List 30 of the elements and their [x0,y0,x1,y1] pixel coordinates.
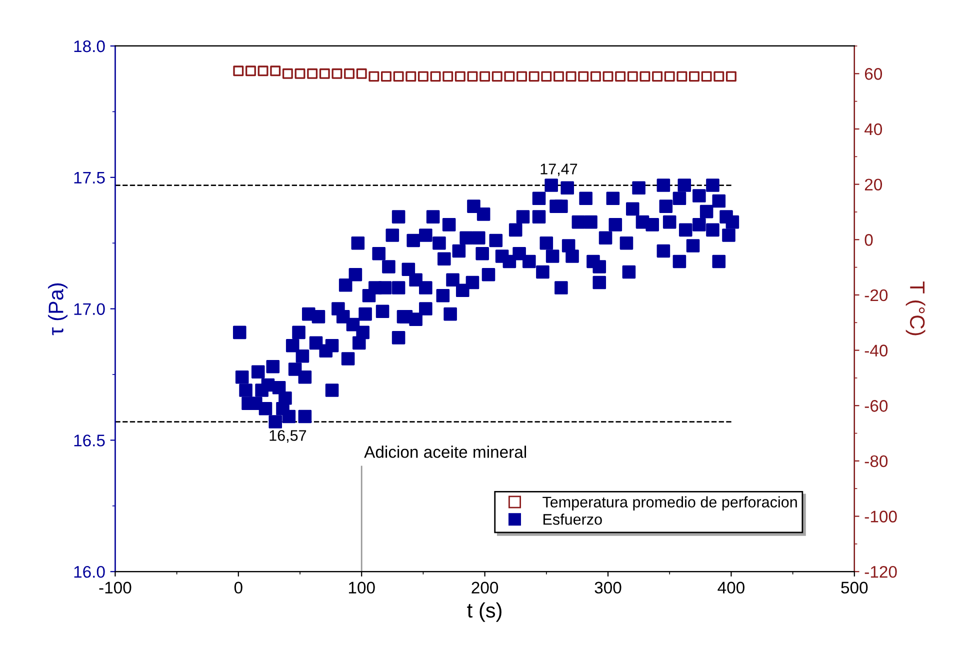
y2-tick-label: 0 [864,234,873,246]
y2-tick-label: 60 [864,68,882,80]
y2-tick-label: -100 [864,510,897,522]
x-tick-label: -100 [99,582,132,594]
ref-line-label: 16,57 [270,430,306,443]
y-tick-label: 16.0 [74,566,105,578]
y2-tick-label: -80 [864,455,888,468]
y2-axis-title: T (°C) [906,282,926,336]
y-tick-label: 17.0 [74,303,105,315]
y-tick-label: 16.5 [74,434,105,446]
y-axis-title: τ (Pa) [48,283,68,336]
x-axis-title: t (s) [467,602,502,622]
y-tick-label: 18.0 [74,40,105,52]
y2-tick-label: 40 [864,123,882,136]
y2-tick-label: -120 [864,566,897,578]
ref-line-label: 17,47 [540,164,578,176]
x-tick-label: 500 [841,582,868,594]
x-tick-label: 100 [348,582,375,594]
y2-tick-label: -40 [864,344,888,356]
legend-label: Esfuerzo [543,514,602,525]
legend-label: Temperatura promedio de perforacion [542,496,797,511]
x-tick-label: 0 [234,582,242,594]
y2-tick-label: -60 [864,400,888,412]
x-tick-label: 200 [472,582,498,594]
y-tick-label: 17.5 [74,172,105,184]
y2-tick-label: -20 [864,289,888,302]
x-tick-label: 300 [594,582,622,594]
ref-line-label: Adicion aceite mineral [364,446,526,458]
x-tick-label: 400 [718,582,744,594]
y2-tick-label: 20 [864,178,882,191]
